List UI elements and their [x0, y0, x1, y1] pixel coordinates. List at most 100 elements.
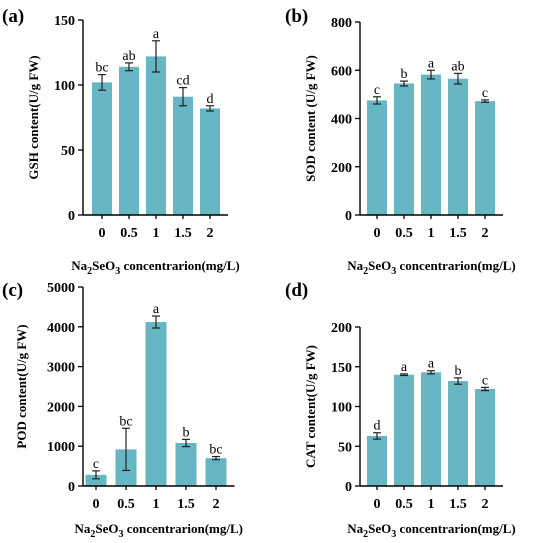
y-tick-label: 800 — [331, 16, 352, 31]
significance-label: b — [183, 425, 190, 440]
bar — [367, 435, 387, 486]
y-tick-label: 0 — [68, 209, 75, 224]
bar — [448, 381, 468, 486]
y-axis-title: CAT content(U/g FW) — [303, 345, 318, 468]
y-tick-label: 100 — [331, 401, 352, 416]
bar — [394, 374, 414, 486]
x-axis-title-part: SeO — [368, 258, 391, 273]
panel-label: (c) — [2, 280, 23, 301]
significance-label: ab — [451, 59, 464, 74]
y-tick-label: 400 — [331, 113, 352, 128]
subscript: 3 — [119, 529, 124, 540]
x-axis-title-part: SeO — [95, 521, 118, 536]
x-axis-title-part: concentrarion(mg/L) — [124, 521, 244, 536]
significance-label: a — [153, 27, 160, 42]
x-axis-title: Na2SeO3 concentrarion(mg/L) — [347, 258, 516, 277]
subscript: 3 — [115, 266, 120, 277]
x-tick-label: 1.5 — [174, 226, 192, 241]
bar — [421, 372, 441, 486]
y-tick-label: 2000 — [47, 400, 75, 415]
subscript: 2 — [90, 529, 95, 540]
y-tick-label: 50 — [338, 440, 352, 455]
subscript: 3 — [391, 529, 396, 540]
significance-label: bc — [95, 61, 108, 76]
subscript: 2 — [363, 266, 368, 277]
y-tick-label: 200 — [331, 161, 352, 176]
y-tick-label: 0 — [345, 480, 352, 495]
x-tick-label: 0.5 — [117, 497, 135, 512]
x-tick-label: 0.5 — [395, 226, 413, 241]
x-tick-label: 1 — [428, 497, 435, 512]
significance-label: c — [374, 83, 380, 98]
x-tick-label: 2 — [482, 497, 489, 512]
significance-label: d — [374, 419, 381, 434]
bar — [173, 96, 193, 215]
y-tick-label: 600 — [331, 64, 352, 79]
y-tick-label: 50 — [61, 144, 75, 159]
significance-label: a — [428, 56, 435, 71]
bar — [92, 82, 112, 216]
x-axis-title-part: Na — [347, 521, 363, 536]
bar — [367, 100, 387, 215]
x-axis-title-part: Na — [347, 258, 363, 273]
significance-label: c — [482, 86, 488, 101]
y-tick-label: 4000 — [47, 321, 75, 336]
x-tick-label: 0 — [99, 226, 106, 241]
panel-label: (d) — [285, 280, 308, 301]
x-tick-label: 2 — [207, 226, 214, 241]
significance-label: d — [207, 92, 214, 107]
x-tick-label: 0.5 — [120, 226, 138, 241]
bar — [421, 74, 441, 215]
y-tick-label: 150 — [54, 14, 75, 29]
x-tick-label: 0 — [93, 497, 100, 512]
significance-label: ab — [122, 49, 135, 64]
x-axis-title-part: concentrarion(mg/L) — [396, 258, 516, 273]
bar — [394, 83, 414, 215]
significance-label: cd — [176, 74, 189, 89]
x-axis-title-part: concentrarion(mg/L) — [120, 258, 240, 273]
x-tick-label: 0.5 — [395, 497, 413, 512]
bar — [146, 56, 166, 216]
x-axis-title: Na2SeO3 concentrarion(mg/L) — [347, 521, 516, 540]
bar — [175, 443, 197, 486]
y-axis-title: GSH content(U/g FW) — [26, 55, 41, 179]
x-tick-label: 2 — [482, 226, 489, 241]
significance-label: a — [428, 357, 435, 372]
chart-panel: (b) c 0 b 0.5 a 1 ab 1.5 c 2 0 200 400 600 800 SOD conte… — [285, 6, 516, 277]
y-axis-title: SOD content (U/g FW) — [303, 55, 318, 182]
bar — [119, 66, 139, 215]
subscript: 2 — [363, 529, 368, 540]
y-axis-title: POD content(U/g FW) — [14, 324, 29, 448]
y-tick-label: 1000 — [47, 440, 75, 455]
x-axis-title: Na2SeO3 concentrarion(mg/L) — [74, 521, 243, 540]
x-tick-label: 1 — [153, 226, 160, 241]
x-axis-title-part: SeO — [92, 258, 115, 273]
x-tick-label: 1.5 — [449, 497, 467, 512]
subscript: 2 — [87, 266, 92, 277]
y-tick-label: 3000 — [47, 361, 75, 376]
significance-label: bc — [209, 443, 222, 458]
subscript: 3 — [391, 266, 396, 277]
y-tick-label: 0 — [345, 209, 352, 224]
x-tick-label: 1 — [428, 226, 435, 241]
y-tick-label: 5000 — [47, 281, 75, 296]
chart-panel: (c) c 0 bc 0.5 a 1 b 1.5 bc 2 0 1000 2000 3000 4000 5000… — [2, 280, 243, 540]
significance-label: c — [93, 457, 99, 472]
x-tick-label: 0 — [374, 497, 381, 512]
chart-panel: (a) bc 0 ab 0.5 a 1 cd 1.5 d 2 0 50 100 150 GSH content… — [2, 6, 240, 277]
x-tick-label: 1.5 — [177, 497, 195, 512]
x-axis-title-part: concentrarion(mg/L) — [396, 521, 516, 536]
y-tick-label: 100 — [54, 79, 75, 94]
bar — [85, 474, 107, 486]
significance-label: b — [455, 364, 462, 379]
x-axis-title-part: Na — [71, 258, 87, 273]
x-axis-title: Na2SeO3 concentrarion(mg/L) — [71, 258, 240, 277]
y-tick-label: 0 — [68, 480, 75, 495]
bar — [145, 322, 167, 486]
significance-label: b — [401, 67, 408, 82]
significance-label: a — [401, 360, 408, 375]
x-tick-label: 1 — [153, 497, 160, 512]
bar — [448, 78, 468, 215]
panel-label: (b) — [285, 6, 308, 27]
